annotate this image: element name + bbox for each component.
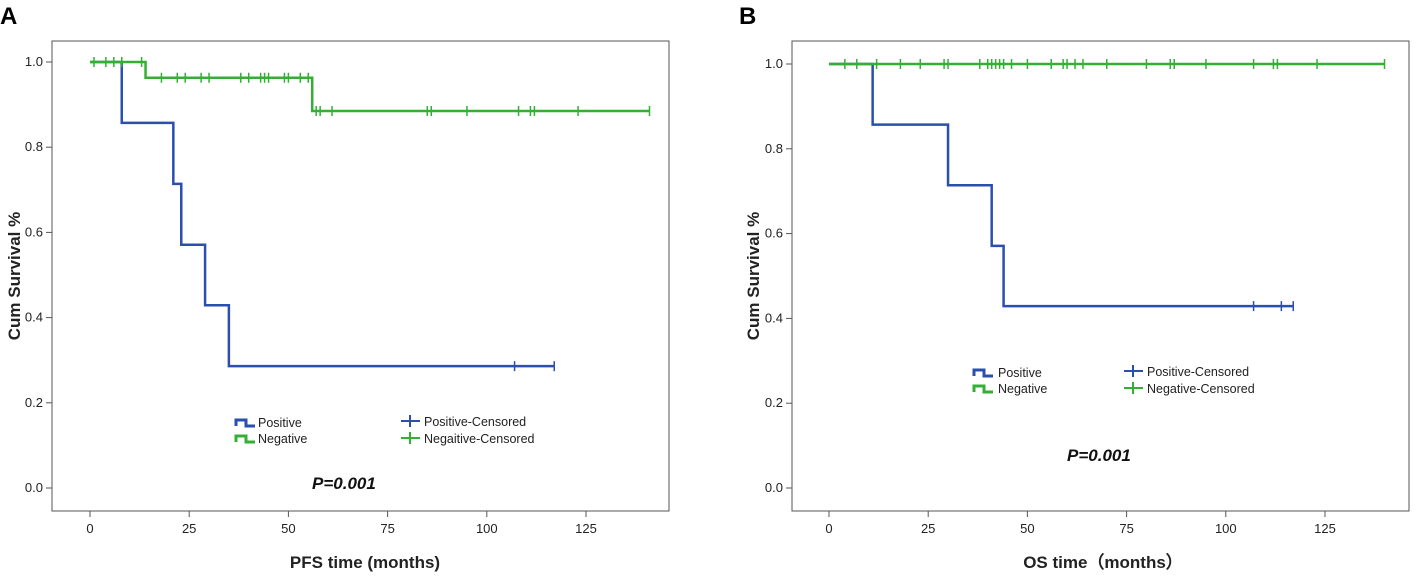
plot-frame — [51, 40, 670, 512]
p-value: P=0.001 — [1067, 446, 1131, 465]
y-tick-label: 0.2 — [765, 395, 783, 410]
legend-negative-label: Negative — [998, 382, 1047, 396]
x-axis-ticks: 0 25 50 75 100 125 — [86, 511, 597, 536]
survival-curve-positive — [829, 62, 1294, 308]
panel-a: A 0.0 0.2 0.4 0.6 0.8 1.0 0 25 50 75 100 125 Cum S… — [0, 3, 670, 572]
y-tick-label: 0.4 — [765, 310, 783, 325]
plot-marks — [829, 59, 1386, 312]
x-tick-label: 50 — [1020, 521, 1034, 536]
legend-negative-censored: Negative-Censored — [1124, 382, 1255, 396]
y-tick-label: 0.6 — [25, 224, 43, 239]
plot-frame — [791, 40, 1410, 512]
y-axis-ticks: 0.0 0.2 0.4 0.6 0.8 1.0 — [765, 56, 792, 495]
x-axis-title: OS time（months） — [1023, 552, 1183, 572]
y-tick-label: 0.0 — [765, 480, 783, 495]
legend-positive-censored: Positive-Censored — [1124, 365, 1249, 379]
legend-positive-censored-swatch — [401, 415, 420, 427]
survival-curve-negative — [90, 60, 650, 113]
legend-positive: Positive — [234, 416, 302, 430]
panel-label: A — [0, 3, 17, 30]
legend-negative-swatch — [972, 384, 993, 394]
x-tick-label: 25 — [182, 521, 196, 536]
y-tick-label: 1.0 — [765, 56, 783, 71]
x-tick-label: 0 — [825, 521, 832, 536]
x-tick-label: 100 — [476, 521, 498, 536]
x-tick-label: 50 — [281, 521, 295, 536]
x-tick-label: 125 — [1314, 521, 1336, 536]
legend-positive-swatch — [234, 418, 255, 428]
y-tick-label: 0.8 — [765, 141, 783, 156]
y-tick-label: 0.4 — [25, 310, 43, 325]
legend-positive: Positive — [972, 366, 1042, 380]
legend-negative-censored: Negaitive-Censored — [401, 432, 535, 446]
legend-negative: Negative — [972, 382, 1047, 396]
x-tick-label: 100 — [1215, 521, 1237, 536]
plot-marks — [90, 57, 651, 372]
legend-positive-label: Positive — [998, 366, 1042, 380]
p-value: P=0.001 — [312, 474, 376, 493]
legend-positive-censored: Positive-Censored — [401, 415, 526, 429]
x-tick-label: 125 — [575, 521, 597, 536]
legend-negative-label: Negative — [258, 432, 307, 446]
legend-positive-label: Positive — [258, 416, 302, 430]
y-axis-title: Cum Survival % — [5, 212, 24, 341]
legend-negative-swatch — [234, 434, 255, 444]
legend: Positive Negative Positive-Censored Nega… — [234, 415, 535, 446]
legend-positive-censored-label: Positive-Censored — [424, 415, 526, 429]
legend-negative-censored-label: Negaitive-Censored — [424, 432, 535, 446]
legend-positive-swatch — [972, 368, 993, 378]
y-axis-ticks: 0.0 0.2 0.4 0.6 0.8 1.0 — [25, 54, 52, 495]
survival-curve-positive — [90, 60, 555, 368]
legend: Positive Negative Positive-Censored Nega… — [972, 365, 1255, 396]
legend-negative: Negative — [234, 432, 307, 446]
y-tick-label: 0.8 — [25, 139, 43, 154]
x-axis-title: PFS time (months) — [290, 553, 440, 572]
y-tick-label: 0.0 — [25, 480, 43, 495]
legend-negative-censored-label: Negative-Censored — [1147, 382, 1255, 396]
legend-negative-censored-swatch — [1124, 382, 1143, 394]
y-tick-label: 1.0 — [25, 54, 43, 69]
x-tick-label: 75 — [1119, 521, 1133, 536]
panel-label: B — [739, 3, 756, 30]
x-tick-label: 25 — [921, 521, 935, 536]
legend-positive-censored-swatch — [1124, 365, 1143, 377]
panel-b: B 0.0 0.2 0.4 0.6 0.8 1.0 0 25 50 75 100 125 Cum S… — [739, 3, 1410, 572]
y-axis-title: Cum Survival % — [744, 212, 763, 341]
x-axis-ticks: 0 25 50 75 100 125 — [825, 511, 1336, 536]
legend-positive-censored-label: Positive-Censored — [1147, 365, 1249, 379]
x-tick-label: 75 — [380, 521, 394, 536]
y-tick-label: 0.2 — [25, 395, 43, 410]
y-tick-label: 0.6 — [765, 226, 783, 241]
legend-negative-censored-swatch — [401, 432, 420, 444]
x-tick-label: 0 — [86, 521, 93, 536]
